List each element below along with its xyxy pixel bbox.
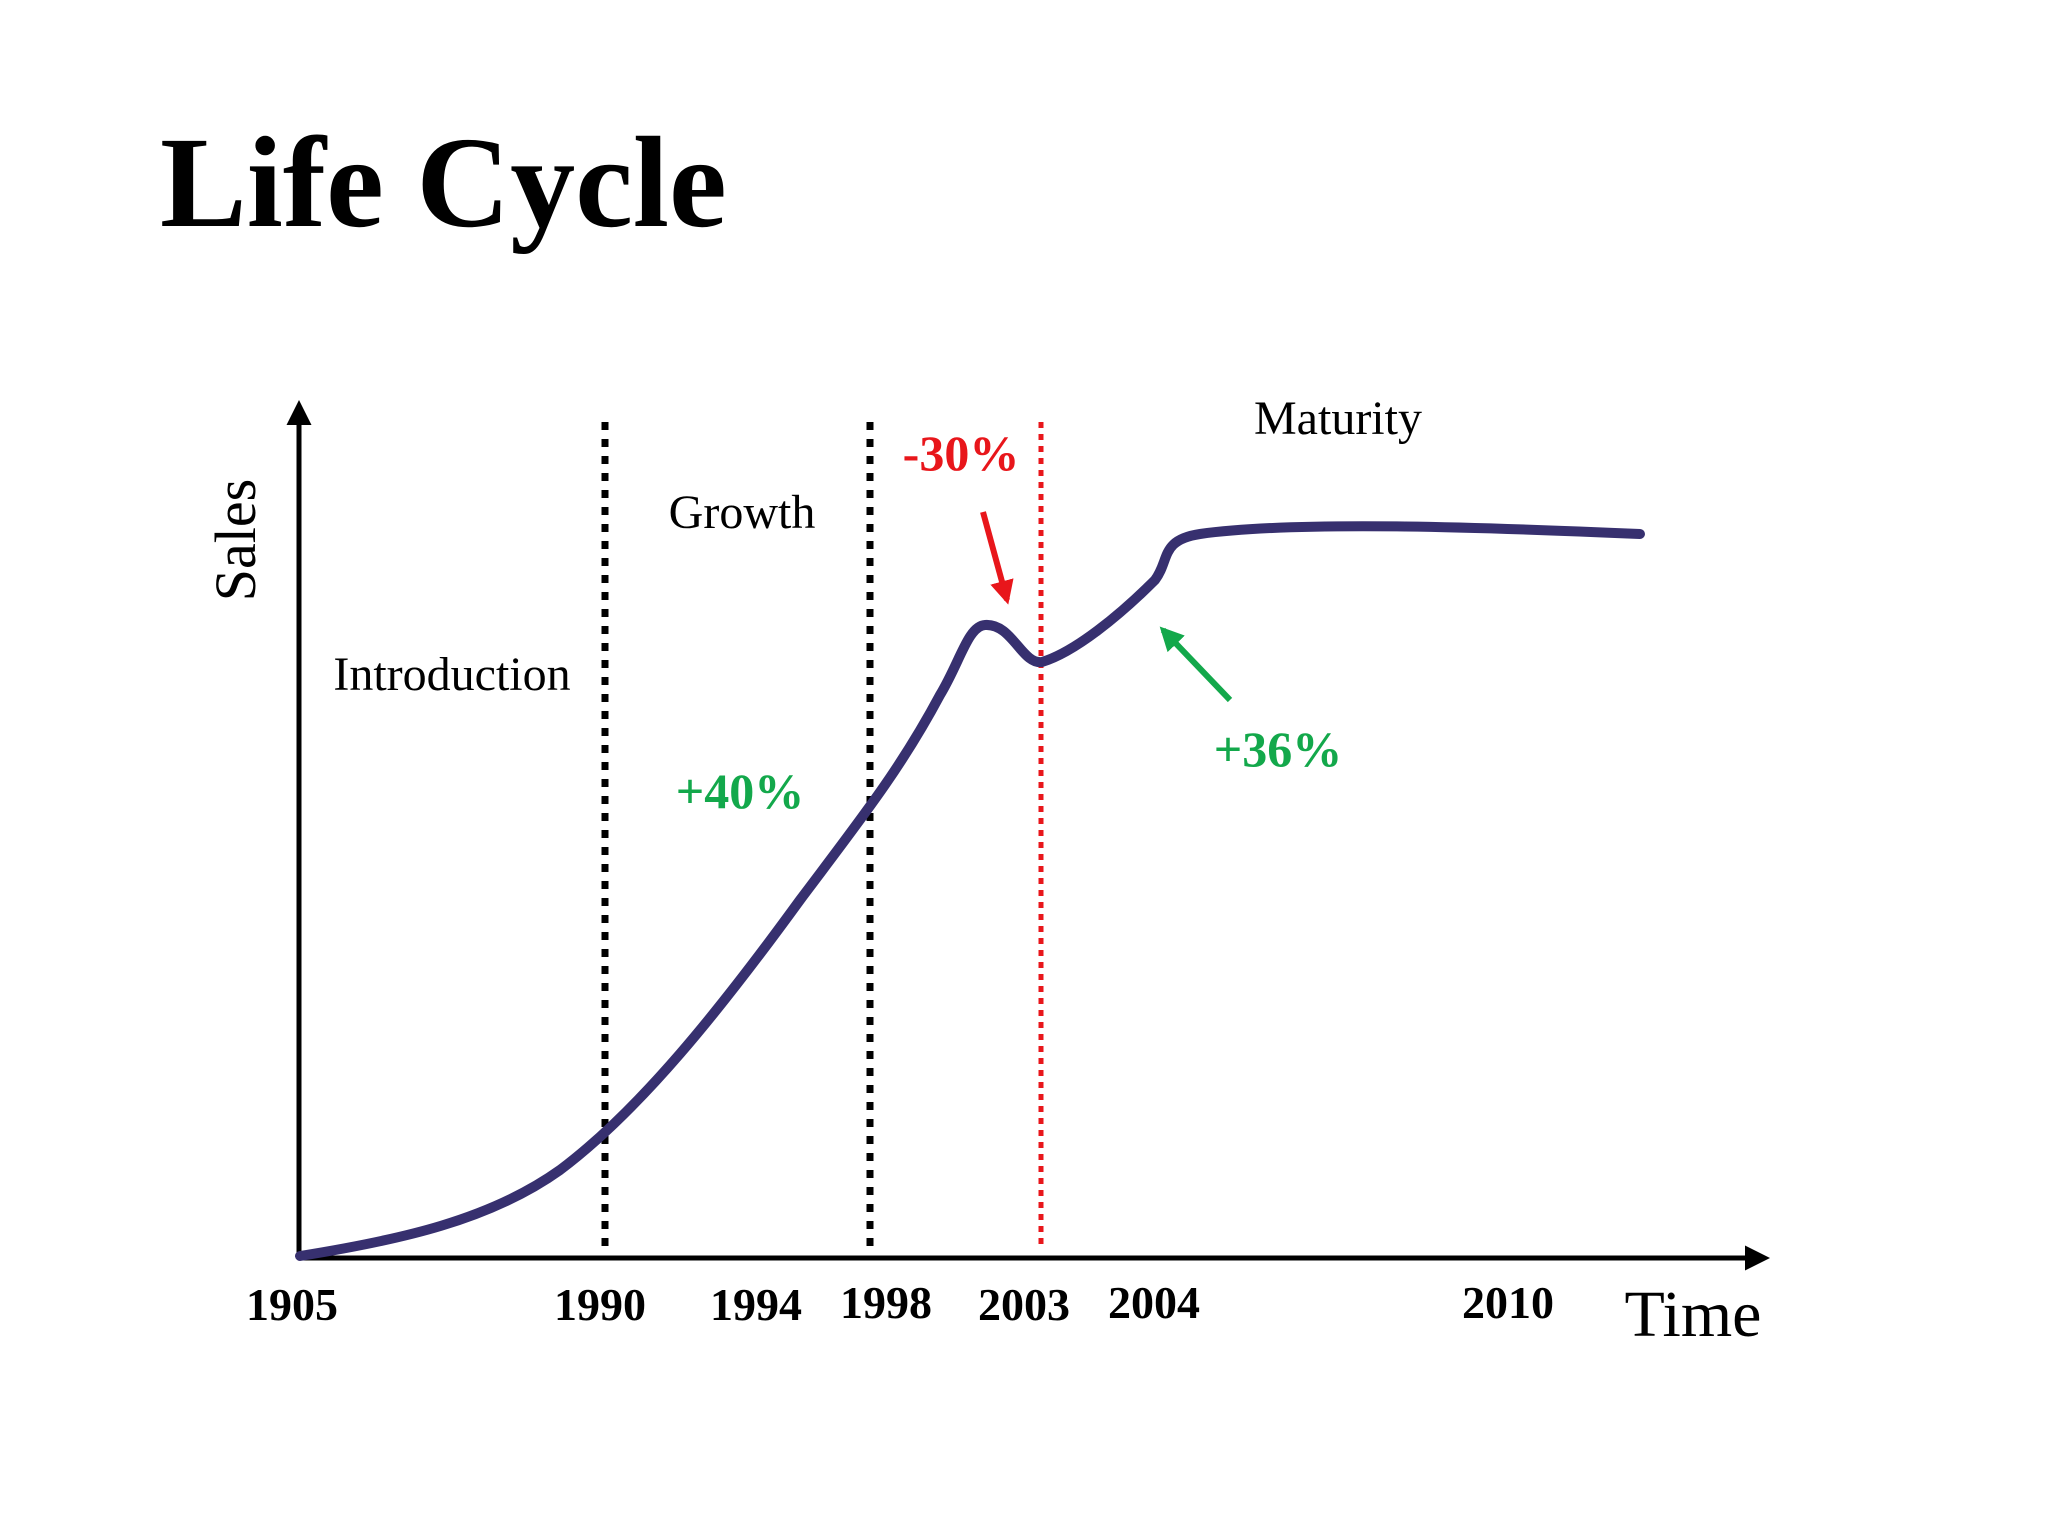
y-axis-label: Sales: [203, 479, 268, 601]
stage-label-maturity: Maturity: [1254, 392, 1422, 445]
decline-rate-label: -30%: [903, 425, 1020, 481]
stage-label-growth: Growth: [669, 486, 816, 539]
tick-label-2004: 2004: [1108, 1277, 1200, 1328]
tick-label-1990: 1990: [554, 1279, 646, 1330]
tick-label-1998: 1998: [840, 1277, 932, 1328]
tick-label-2003: 2003: [978, 1279, 1070, 1330]
recovery-arrow: [1159, 626, 1233, 703]
recovery-rate-label: +36%: [1214, 721, 1343, 777]
tick-label-2010: 2010: [1462, 1277, 1554, 1328]
tick-label-1905: 1905: [246, 1279, 338, 1330]
growth-rate-label: +40%: [676, 763, 805, 819]
decline-arrow: [980, 511, 1014, 605]
page-title: Life Cycle: [160, 111, 727, 255]
tick-label-1994: 1994: [710, 1279, 802, 1330]
stage-label-introduction: Introduction: [333, 648, 570, 701]
x-axis-label: Time: [1625, 1278, 1762, 1351]
sales-curve: [295, 521, 1645, 1261]
